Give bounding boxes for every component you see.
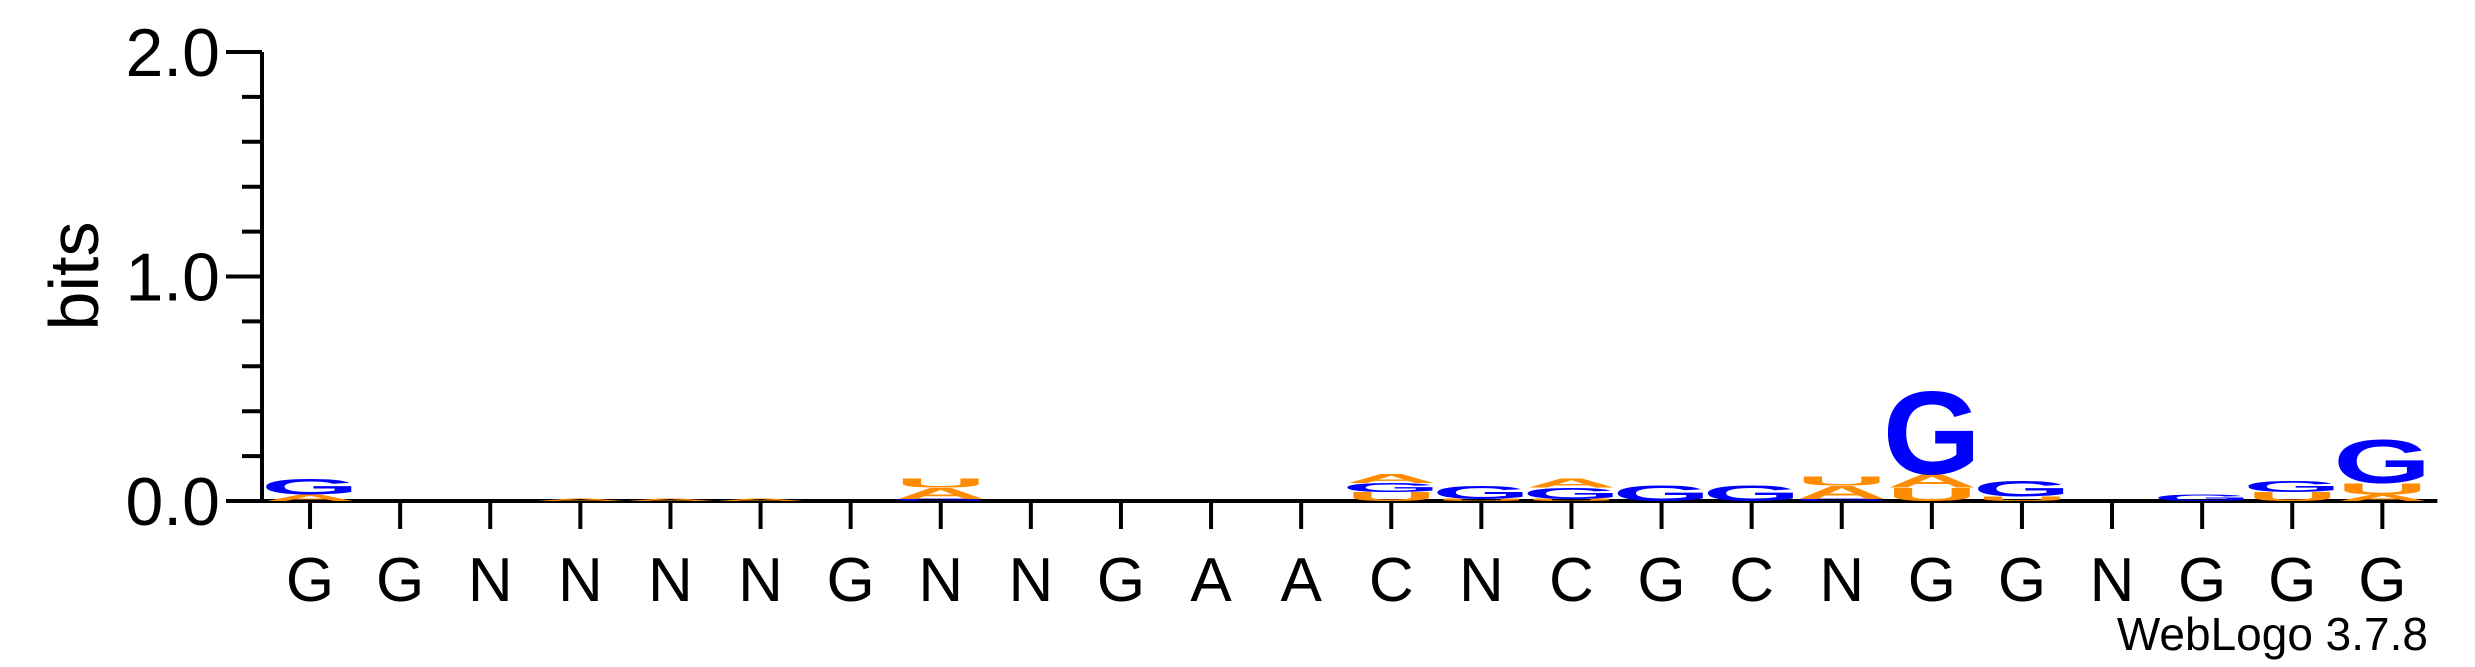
logo-letter-U: U: [1796, 474, 1887, 488]
x-position-label: G: [1908, 546, 1956, 615]
logo-letter-G: G: [1973, 477, 2071, 501]
x-position-label: N: [558, 546, 603, 615]
logo-letter-G: G: [261, 475, 359, 499]
x-position-label: G: [1998, 546, 2046, 615]
x-position-label: G: [1097, 546, 1145, 615]
x-position-label: N: [648, 546, 693, 615]
y-axis-label: bits: [35, 222, 113, 331]
x-position-label: G: [376, 546, 424, 615]
y-tick-label: 1.0: [125, 240, 220, 316]
x-position-label: C: [1549, 546, 1594, 615]
x-position-label: G: [2268, 546, 2316, 615]
logo-letter-A: A: [1526, 476, 1617, 490]
x-position-label: C: [1369, 546, 1414, 615]
logo-letter-G: G: [2333, 427, 2431, 497]
x-position-label: G: [286, 546, 334, 615]
x-position-label: G: [2178, 546, 2226, 615]
x-position-label: N: [918, 546, 963, 615]
weblogo-credit: WebLogo 3.7.8: [2117, 608, 2428, 660]
x-position-label: G: [1637, 546, 1685, 615]
x-position-label: G: [827, 546, 875, 615]
x-position-label: N: [1008, 546, 1053, 615]
x-position-label: N: [738, 546, 783, 615]
x-position-label: N: [468, 546, 513, 615]
y-tick-label: 2.0: [125, 15, 220, 91]
logo-letter-U: U: [895, 476, 986, 490]
logo-letter-G: G: [2243, 478, 2341, 495]
logo-letter-G: G: [1432, 482, 1530, 503]
x-position-label: G: [2358, 546, 2406, 615]
x-position-label: N: [1819, 546, 1864, 615]
axes: 0.0 1.0 2.0: [125, 15, 2437, 540]
logo-letter-G: G: [1883, 367, 1981, 500]
x-position-label: N: [1459, 546, 1504, 615]
x-position-label: A: [1280, 546, 1322, 615]
x-position-label: C: [1729, 546, 1774, 615]
x-position-label: N: [2090, 546, 2135, 615]
x-position-label: A: [1190, 546, 1232, 615]
logo-letter-A: A: [1346, 472, 1437, 486]
y-tick-label: 0.0: [125, 464, 220, 540]
